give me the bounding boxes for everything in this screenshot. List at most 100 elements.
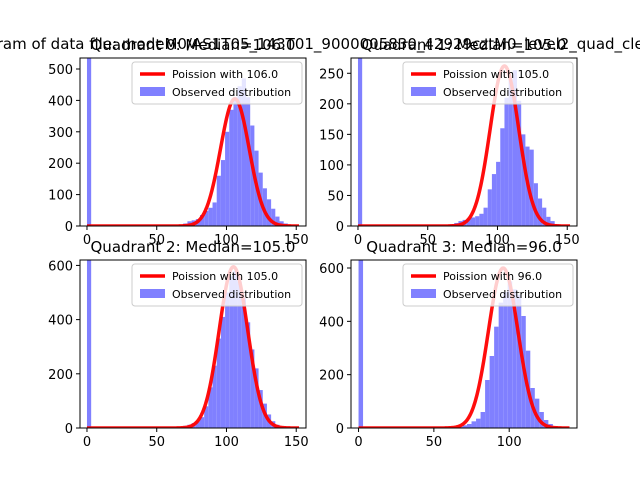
histogram-bar	[208, 387, 213, 428]
x-tick: 100	[214, 428, 239, 450]
histogram-bar	[246, 97, 251, 226]
legend: Poission with 105.0 Observed distribution	[131, 263, 303, 307]
quadrant-title: Quadrant 1: Median=105.0	[362, 36, 567, 54]
x-tick-label: 0	[354, 435, 362, 450]
x-tick: 0	[354, 428, 363, 450]
y-tick: 250	[319, 67, 351, 82]
histogram-bar	[241, 78, 247, 226]
histogram-bar	[500, 128, 505, 226]
x-tick-label: 150	[284, 233, 309, 248]
x-tick-label: 100	[214, 233, 239, 248]
histogram-bar	[476, 418, 481, 428]
histogram-bar	[550, 221, 555, 226]
histogram-bar	[271, 208, 276, 226]
poisson-curve	[356, 64, 572, 226]
histogram-bar	[507, 281, 513, 428]
y-tick: 200	[319, 98, 351, 113]
y-tick: 100	[48, 189, 80, 204]
y-tick: 200	[48, 157, 80, 172]
histogram-bar	[498, 302, 504, 428]
x-tick: 100	[214, 226, 239, 248]
x-tick-label: 50	[426, 435, 443, 450]
histogram-bar	[220, 316, 226, 428]
histogram-bar	[220, 160, 226, 226]
histogram-bar	[487, 189, 492, 226]
histogram-bar	[225, 131, 230, 226]
legend-curve-label: Poission with 105.0	[172, 270, 278, 283]
y-tick-label: 200	[319, 369, 344, 384]
histogram-bar	[204, 210, 209, 226]
x-tick-label: 150	[555, 233, 580, 248]
histogram-bar	[199, 417, 205, 428]
histogram-bar	[475, 216, 480, 226]
histogram-bar	[504, 97, 509, 226]
y-tick: 200	[48, 368, 80, 383]
y-tick: 400	[319, 315, 351, 330]
histogram-bar	[516, 294, 522, 428]
histogram-bar	[225, 292, 230, 428]
y-tick: 50	[327, 189, 351, 204]
x-tick: 150	[284, 428, 309, 450]
quadrant-title: Quadrant 0: Median=106.0	[91, 36, 296, 54]
histogram-bar	[216, 175, 221, 226]
histogram-bar	[216, 338, 221, 428]
plot-area	[85, 58, 301, 226]
axes-frame	[79, 57, 307, 227]
histogram-bar	[241, 297, 247, 428]
histogram-bar	[86, 58, 92, 226]
legend-hist-swatch	[411, 87, 436, 96]
histogram-bar	[546, 216, 551, 226]
histogram-bar	[246, 322, 251, 428]
axes-frame	[79, 259, 307, 429]
histogram-bar	[266, 199, 272, 226]
histogram-bar	[212, 365, 217, 428]
y-tick: 400	[48, 94, 80, 109]
histogram-bar	[262, 188, 267, 226]
histogram-bar	[250, 125, 255, 226]
y-tick: 600	[319, 262, 351, 277]
histogram-bar	[512, 289, 517, 428]
histogram-bar	[537, 198, 543, 226]
histogram-bar	[485, 380, 490, 428]
x-tick-label: 100	[497, 435, 522, 450]
histogram-bar	[517, 100, 522, 226]
legend-hist-label: Observed distribution	[443, 288, 562, 301]
poisson-curve	[85, 265, 301, 428]
quadrant-2-panel: 0 50 100 150 0 200 400 600 Quadrant 2: Median=10…	[48, 238, 308, 450]
axes-frame	[350, 57, 578, 227]
y-tick-label: 300	[48, 126, 73, 141]
quadrant-3-panel: 0 50 100 0 200 400 600 Quadrant 3: Median=96.0 P…	[319, 238, 578, 450]
histogram-bar	[229, 109, 234, 226]
legend-curve-label: Poission with 96.0	[443, 270, 542, 283]
x-tick: 50	[419, 226, 436, 248]
histogram-bar	[503, 292, 508, 428]
x-tick: 0	[83, 226, 91, 248]
quadrant-1-panel: 0 50 100 150 0 50 100 150 200 250 Quadrant 1: Medi…	[319, 36, 579, 248]
histogram-bar	[494, 326, 499, 428]
histogram-bar	[512, 70, 518, 226]
legend: Poission with 106.0 Observed distribution	[131, 61, 303, 105]
x-tick-label: 0	[354, 233, 362, 248]
histogram-bar	[480, 412, 486, 428]
legend-hist-swatch	[411, 289, 436, 298]
y-tick-label: 0	[65, 422, 73, 437]
plot-area	[85, 260, 301, 428]
histogram-bar	[508, 79, 513, 226]
histogram-bar	[479, 213, 484, 226]
histogram-bar	[521, 134, 526, 226]
histogram-bar	[258, 390, 263, 428]
y-tick: 500	[48, 63, 80, 78]
histogram-bar	[86, 260, 92, 428]
x-tick: 50	[426, 428, 443, 450]
histogram-bar	[470, 217, 476, 226]
histogram-bar	[489, 356, 495, 428]
histogram-bar	[237, 281, 242, 428]
x-tick-label: 0	[83, 233, 91, 248]
y-tick-label: 400	[48, 314, 73, 329]
histogram-bar	[491, 174, 497, 226]
y-tick-label: 600	[319, 262, 344, 277]
y-tick-label: 100	[319, 159, 344, 174]
y-tick-label: 250	[319, 67, 344, 82]
legend: Poission with 96.0 Observed distribution	[402, 263, 574, 307]
